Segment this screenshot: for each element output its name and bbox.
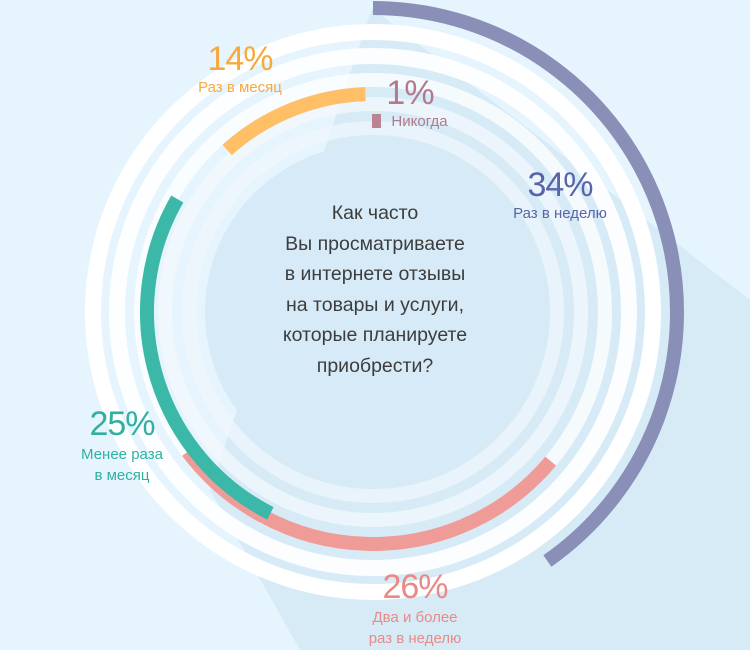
arc-monthly bbox=[222, 87, 366, 156]
never-marker-icon bbox=[372, 114, 382, 129]
percent-value: 34% bbox=[527, 166, 593, 204]
label-weekly: 34% Раз в неделю bbox=[500, 166, 620, 222]
caption: Раз в неделю bbox=[513, 205, 607, 223]
caption-text: Никогда bbox=[391, 113, 448, 131]
question-line: на товары и услуги, bbox=[286, 293, 464, 316]
data-arcs bbox=[140, 1, 684, 567]
caption: раз в неделю bbox=[368, 630, 462, 648]
question-line: Вы просматриваете bbox=[285, 232, 465, 255]
caption: Раз в месяц bbox=[198, 79, 282, 97]
percent-value: 25% bbox=[89, 405, 155, 443]
label-monthly: 14% Раз в месяц bbox=[180, 40, 300, 96]
caption: Никогда bbox=[350, 113, 470, 130]
percent-value: 1% bbox=[386, 74, 434, 112]
question-line: которые планируете bbox=[282, 324, 468, 346]
percent-value: 26% bbox=[382, 568, 448, 606]
caption: Два и более bbox=[372, 609, 458, 627]
chart-question: Как часто Вы просматриваете в интернете … bbox=[240, 198, 510, 381]
label-less-monthly: 25% Менее раза в месяц bbox=[62, 405, 182, 485]
question-line: в интернете отзывы bbox=[284, 263, 466, 285]
question-line: приобрести? bbox=[316, 354, 434, 377]
percent-value: 14% bbox=[207, 40, 273, 78]
caption: Менее раза bbox=[81, 446, 163, 464]
arc-less-monthly bbox=[140, 195, 274, 520]
caption: в месяц bbox=[94, 467, 150, 485]
arc-weekly bbox=[372, 1, 684, 567]
question-line: Как часто bbox=[331, 202, 419, 224]
label-never: 1% Никогда bbox=[350, 74, 470, 130]
label-twice-weekly: 26% Два и более раз в неделю bbox=[355, 568, 475, 648]
